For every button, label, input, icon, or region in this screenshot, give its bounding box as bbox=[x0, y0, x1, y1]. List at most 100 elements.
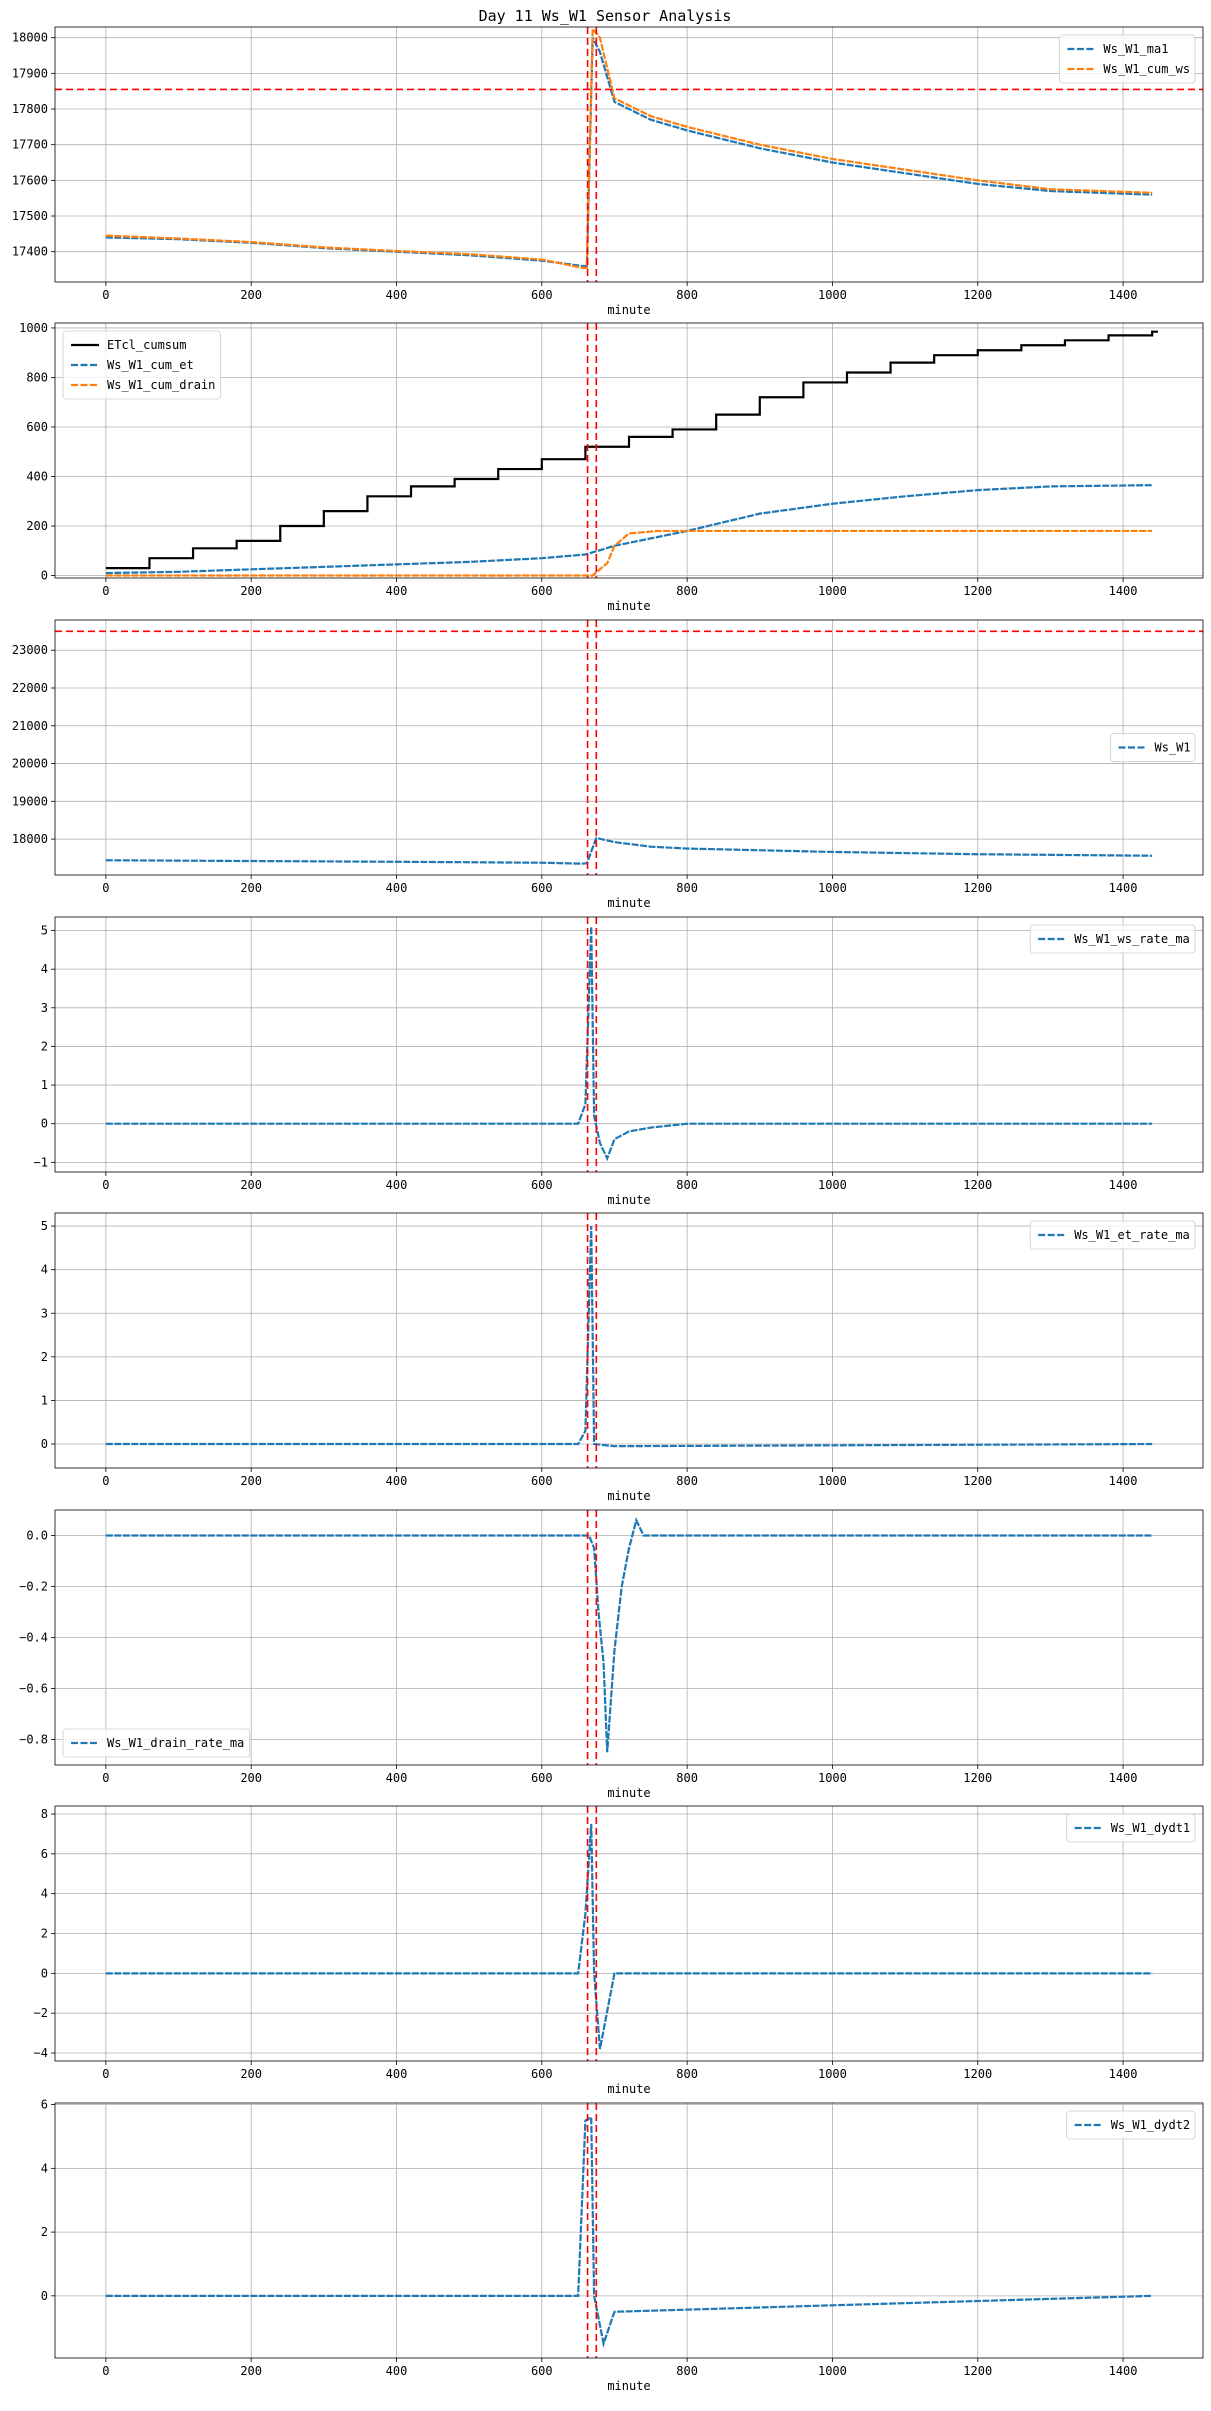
y-tick-label: 18000 bbox=[12, 832, 48, 846]
x-tick-label: 200 bbox=[240, 584, 262, 598]
x-axis-label: minute bbox=[607, 2082, 650, 2096]
series-line bbox=[105, 1823, 1153, 2050]
legend-entry: Ws_W1_ma1 bbox=[1103, 42, 1168, 56]
x-tick-label: 1200 bbox=[963, 288, 992, 302]
x-tick-label: 0 bbox=[102, 1771, 109, 1785]
y-tick-label: 17600 bbox=[12, 173, 48, 187]
x-tick-label: 400 bbox=[386, 1771, 408, 1785]
x-tick-label: 800 bbox=[676, 1771, 698, 1785]
legend-box bbox=[1029, 1220, 1196, 1250]
chart-panel-7: 0 200 400 600 800 1000 1200 1400 −4 −2 0 2 4 6 8 minute… bbox=[34, 1805, 1204, 2096]
x-tick-label: 600 bbox=[531, 881, 553, 895]
y-tick-label: 0 bbox=[41, 2289, 48, 2303]
x-tick-label: 1400 bbox=[1109, 2067, 1138, 2081]
series-line bbox=[105, 37, 1153, 268]
legend-entry: Ws_W1_cum_et bbox=[107, 358, 194, 372]
x-tick-label: 800 bbox=[676, 881, 698, 895]
series-line bbox=[105, 926, 1153, 1162]
x-tick-label: 600 bbox=[531, 1474, 553, 1488]
x-tick-label: 600 bbox=[531, 288, 553, 302]
chart-panel-6: 0 200 400 600 800 1000 1200 1400 −0.8 −0.6 −0.4 −0.… bbox=[19, 1509, 1204, 1800]
x-tick-label: 1400 bbox=[1109, 1474, 1138, 1488]
y-tick-label: 0 bbox=[41, 1117, 48, 1131]
legend-entry: Ws_W1_dydt1 bbox=[1111, 1821, 1190, 1835]
legend-box bbox=[1059, 34, 1196, 84]
x-tick-label: 600 bbox=[531, 2364, 553, 2378]
series-line bbox=[105, 27, 1153, 269]
legend-entry: Ws_W1_dydt2 bbox=[1111, 2118, 1190, 2132]
y-tick-label: 3 bbox=[41, 1306, 48, 1320]
legend: Ws_W1 bbox=[1110, 733, 1196, 762]
y-tick-label: 4 bbox=[41, 1887, 48, 1901]
y-tick-label: 21000 bbox=[12, 719, 48, 733]
x-tick-label: 0 bbox=[102, 288, 109, 302]
y-tick-label: −0.4 bbox=[19, 1631, 48, 1645]
plot-area bbox=[105, 1510, 1153, 1765]
x-tick-label: 1200 bbox=[963, 1474, 992, 1488]
plot-area bbox=[105, 1806, 1153, 2061]
axes-frame bbox=[54, 1212, 1204, 1469]
y-tick-label: 6 bbox=[41, 2098, 48, 2112]
chart-panel-5: 0 200 400 600 800 1000 1200 1400 0 1 2 3 4 5 minute Ws_… bbox=[41, 1212, 1204, 1503]
x-tick-label: 1400 bbox=[1109, 2364, 1138, 2378]
x-tick-label: 800 bbox=[676, 2364, 698, 2378]
x-tick-label: 400 bbox=[386, 881, 408, 895]
grid bbox=[55, 620, 1203, 875]
x-tick-label: 800 bbox=[676, 2067, 698, 2081]
grid bbox=[55, 1213, 1203, 1468]
x-tick-label: 1000 bbox=[818, 881, 847, 895]
series-line bbox=[105, 1516, 1153, 1753]
legend-box bbox=[1110, 733, 1196, 762]
plot-area bbox=[105, 917, 1153, 1172]
series-line bbox=[105, 484, 1153, 575]
y-tick-label: 2 bbox=[41, 1350, 48, 1364]
chart-panel-8: 0 200 400 600 800 1000 1200 1400 0 2 4 6 minute Ws_W1… bbox=[41, 2098, 1204, 2393]
axes-frame bbox=[54, 916, 1204, 1173]
series-line bbox=[105, 529, 1153, 577]
x-tick-label: 400 bbox=[386, 584, 408, 598]
y-tick-label: −0.8 bbox=[19, 1733, 48, 1747]
y-tick-label: 1 bbox=[41, 1078, 48, 1092]
x-tick-label: 0 bbox=[102, 2364, 109, 2378]
x-tick-label: 800 bbox=[676, 1474, 698, 1488]
y-tick-label: 6 bbox=[41, 1847, 48, 1861]
legend-entry: ETcl_cumsum bbox=[107, 338, 186, 352]
x-tick-label: 1400 bbox=[1109, 1771, 1138, 1785]
x-tick-label: 0 bbox=[102, 2067, 109, 2081]
y-tick-label: 800 bbox=[26, 370, 48, 384]
y-tick-label: 5 bbox=[41, 1219, 48, 1233]
x-tick-label: 1200 bbox=[963, 1178, 992, 1192]
x-tick-label: 1400 bbox=[1109, 1178, 1138, 1192]
y-tick-label: −0.2 bbox=[19, 1580, 48, 1594]
x-tick-label: 1000 bbox=[818, 584, 847, 598]
legend-entry: Ws_W1_ws_rate_ma bbox=[1074, 932, 1190, 946]
legend-box bbox=[1029, 924, 1196, 954]
x-tick-label: 1200 bbox=[963, 2067, 992, 2081]
x-tick-label: 1200 bbox=[963, 881, 992, 895]
y-tick-label: 20000 bbox=[12, 757, 48, 771]
legend-box bbox=[1066, 1813, 1196, 1843]
x-tick-label: 800 bbox=[676, 1178, 698, 1192]
y-tick-label: 4 bbox=[41, 1263, 48, 1277]
x-tick-label: 200 bbox=[240, 1178, 262, 1192]
y-tick-label: 200 bbox=[26, 519, 48, 533]
x-tick-label: 800 bbox=[676, 584, 698, 598]
y-tick-label: −1 bbox=[34, 1155, 48, 1169]
legend-entry: Ws_W1_drain_rate_ma bbox=[107, 1736, 244, 1750]
x-tick-label: 1400 bbox=[1109, 881, 1138, 895]
y-tick-label: 22000 bbox=[12, 681, 48, 695]
y-tick-label: 2 bbox=[41, 2225, 48, 2239]
y-tick-label: 17700 bbox=[12, 138, 48, 152]
legend-box bbox=[62, 1728, 251, 1758]
chart-panel-4: 0 200 400 600 800 1000 1200 1400 −1 0 1 2 3 4 5 minute W… bbox=[34, 916, 1204, 1207]
x-tick-label: 400 bbox=[386, 2364, 408, 2378]
y-tick-label: 17900 bbox=[12, 66, 48, 80]
grid bbox=[55, 27, 1203, 282]
plot-area bbox=[105, 323, 1158, 578]
y-tick-label: 18000 bbox=[12, 31, 48, 45]
x-tick-label: 0 bbox=[102, 1474, 109, 1488]
grid bbox=[55, 1806, 1203, 2061]
axes-frame bbox=[54, 1509, 1204, 1766]
x-axis-label: minute bbox=[607, 303, 650, 317]
y-tick-label: 2 bbox=[41, 1039, 48, 1053]
